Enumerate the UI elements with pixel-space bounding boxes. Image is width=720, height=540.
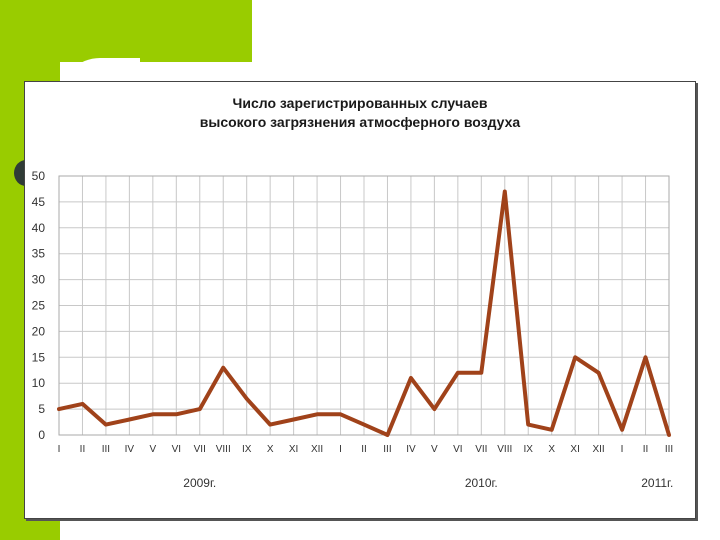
x-tick-label: IV bbox=[125, 444, 135, 455]
data-point bbox=[597, 371, 601, 375]
year-label: 2009г. bbox=[183, 476, 216, 490]
y-tick-label: 40 bbox=[32, 221, 46, 235]
y-tick-label: 10 bbox=[32, 376, 46, 390]
data-point bbox=[620, 428, 624, 432]
data-point bbox=[432, 407, 436, 411]
x-tick-label: VI bbox=[453, 444, 462, 455]
data-point bbox=[198, 407, 202, 411]
y-tick-label: 45 bbox=[32, 195, 46, 209]
chart-title-line-2: высокого загрязнения атмосферного воздух… bbox=[199, 114, 521, 130]
y-tick-label: 50 bbox=[32, 169, 46, 183]
x-tick-label: II bbox=[361, 444, 367, 455]
data-point bbox=[151, 412, 155, 416]
y-tick-label: 15 bbox=[32, 350, 46, 364]
x-tick-label: XI bbox=[289, 444, 298, 455]
data-point bbox=[362, 423, 366, 427]
x-tick-label: XI bbox=[570, 444, 579, 455]
x-tick-label: VII bbox=[475, 444, 487, 455]
x-tick-label: II bbox=[643, 444, 649, 455]
data-point bbox=[174, 412, 178, 416]
data-point bbox=[245, 397, 249, 401]
data-point bbox=[503, 189, 507, 194]
chart-frame: Число зарегистрированных случаев высоког… bbox=[24, 81, 696, 519]
x-tick-label: X bbox=[548, 444, 555, 455]
data-point bbox=[573, 355, 577, 359]
x-tick-label: VI bbox=[172, 444, 181, 455]
data-point bbox=[385, 433, 390, 437]
x-tick-label: I bbox=[58, 444, 61, 455]
data-point bbox=[643, 355, 648, 359]
data-point bbox=[292, 417, 296, 422]
x-tick-label: VIII bbox=[216, 444, 231, 455]
data-point bbox=[268, 423, 272, 427]
x-tick-label: XII bbox=[311, 444, 323, 455]
data-point bbox=[479, 371, 483, 375]
x-tick-label: V bbox=[150, 444, 157, 455]
year-label: 2011г. bbox=[641, 476, 673, 490]
x-tick-label: III bbox=[665, 444, 673, 455]
data-point bbox=[221, 366, 225, 370]
data-point bbox=[456, 371, 460, 375]
data-point bbox=[550, 428, 554, 432]
x-tick-label: VII bbox=[194, 444, 206, 455]
data-point bbox=[315, 412, 319, 416]
y-tick-label: 30 bbox=[32, 273, 46, 287]
x-tick-label: IX bbox=[242, 444, 252, 455]
y-tick-label: 5 bbox=[38, 402, 45, 416]
y-tick-label: 20 bbox=[32, 324, 46, 338]
data-point bbox=[57, 407, 61, 411]
y-tick-label: 25 bbox=[32, 299, 46, 313]
x-tick-label: I bbox=[339, 444, 342, 455]
x-tick-label: IX bbox=[524, 444, 534, 455]
year-label: 2010г. bbox=[465, 476, 498, 490]
data-point bbox=[409, 376, 413, 380]
x-tick-label: II bbox=[80, 444, 86, 455]
y-tick-label: 0 bbox=[38, 428, 45, 442]
x-tick-label: V bbox=[431, 444, 438, 455]
plot-area-border bbox=[58, 175, 670, 436]
x-tick-label: III bbox=[102, 444, 110, 455]
data-point bbox=[104, 423, 108, 427]
data-point bbox=[667, 433, 671, 437]
x-tick-label: I bbox=[621, 444, 624, 455]
x-tick-label: VIII bbox=[497, 444, 512, 455]
chart-title: Число зарегистрированных случаев высоког… bbox=[25, 94, 695, 132]
y-tick-label: 35 bbox=[32, 247, 46, 261]
data-point bbox=[80, 402, 85, 406]
chart-title-line-1: Число зарегистрированных случаев bbox=[232, 95, 488, 111]
data-point bbox=[526, 423, 530, 427]
x-tick-label: X bbox=[267, 444, 274, 455]
data-point bbox=[127, 417, 131, 422]
data-point bbox=[338, 412, 343, 416]
x-tick-label: IV bbox=[406, 444, 416, 455]
x-tick-label: XII bbox=[592, 444, 604, 455]
x-tick-label: III bbox=[383, 444, 391, 455]
